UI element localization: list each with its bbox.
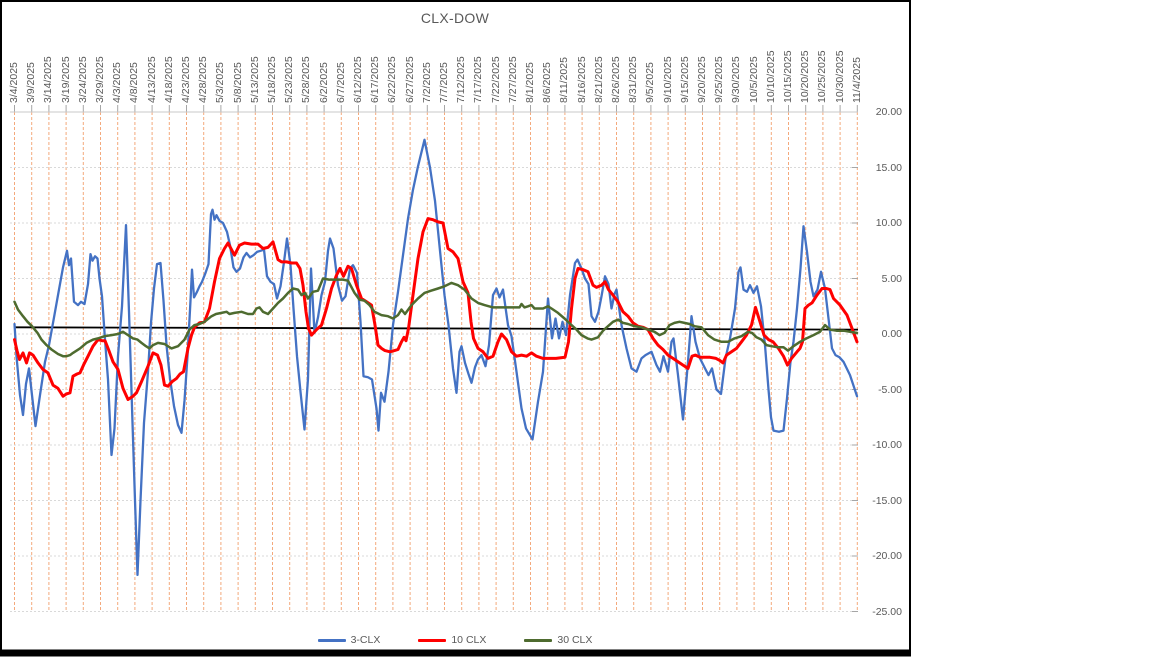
y-axis-label: 10.00 [875, 217, 902, 229]
x-axis-label: 3/4/2025 [8, 62, 20, 103]
x-axis-label: 5/23/2025 [283, 56, 296, 103]
x-axis-label: 6/7/2025 [334, 62, 347, 103]
x-axis-label: 6/2/2025 [317, 62, 330, 103]
x-axis-label: 5/18/2025 [266, 56, 278, 103]
x-axis-label: 4/23/2025 [180, 56, 192, 103]
x-axis-label: 10/15/2025 [782, 50, 794, 103]
x-axis-label: 5/8/2025 [231, 62, 244, 103]
x-axis-label: 5/28/2025 [300, 56, 313, 103]
x-axis-label: 8/26/2025 [610, 56, 622, 103]
y-axis-label: -15.00 [872, 494, 902, 507]
legend-label-3clx: 3-CLX [350, 634, 381, 646]
x-axis-label: 8/1/2025 [524, 62, 536, 103]
x-axis-label: 9/20/2025 [696, 56, 708, 103]
legend-label-10clx: 10 CLX [451, 634, 487, 646]
x-axis-label: 7/7/2025 [438, 62, 450, 103]
x-axis-label: 6/27/2025 [403, 56, 416, 103]
y-axis-label: 15.00 [875, 161, 902, 174]
x-axis-label: 8/31/2025 [627, 56, 640, 103]
x-axis-label: 7/27/2025 [506, 56, 519, 103]
x-axis-label: 6/12/2025 [352, 56, 364, 103]
chart-legend: 3-CLX 10 CLX 30 CLX [0, 631, 910, 649]
x-axis-label: 7/2/2025 [420, 62, 433, 103]
x-axis-label: 4/8/2025 [128, 62, 141, 103]
x-axis-label: 11/4/2025 [850, 57, 863, 103]
legend-label-30clx: 30 CLX [557, 634, 593, 646]
x-axis-label: 8/11/2025 [558, 57, 571, 103]
legend-swatch-10clx-icon [418, 638, 447, 642]
x-axis-label: 8/16/2025 [575, 56, 588, 103]
x-axis-label: 3/24/2025 [76, 56, 89, 103]
x-axis-label: 4/18/2025 [162, 56, 175, 103]
y-axis-label: -5.00 [878, 383, 902, 396]
x-axis-label: 5/3/2025 [214, 62, 227, 103]
reference-line [14, 326, 859, 331]
x-axis-label: 4/3/2025 [111, 62, 124, 103]
y-axis-label: -10.00 [872, 439, 902, 451]
y-axis-label: -25.00 [872, 605, 902, 618]
x-axis-label: 3/19/2025 [59, 56, 72, 103]
x-axis-label: 6/17/2025 [369, 56, 382, 103]
legend-item-10clx: 10 CLX [418, 633, 486, 647]
x-axis-label: 3/29/2025 [94, 56, 106, 103]
legend-swatch-30clx-icon [524, 638, 553, 642]
chart-title: CLX-DOW [420, 10, 490, 26]
x-axis-label: 9/30/2025 [730, 56, 743, 103]
y-axis-label: 0.00 [881, 328, 902, 340]
x-axis-label: 10/25/2025 [816, 50, 829, 103]
series-line-10clx [13, 217, 859, 401]
x-axis-label: 9/5/2025 [644, 62, 657, 103]
y-axis-label: 5.00 [881, 272, 902, 285]
y-axis-label: -20.00 [872, 550, 902, 562]
legend-item-30clx: 30 CLX [524, 633, 592, 647]
x-axis-label: 7/22/2025 [489, 56, 502, 103]
x-axis-label: 5/13/2025 [248, 56, 261, 103]
x-axis-label: 10/30/2025 [833, 50, 846, 103]
x-axis-label: 10/5/2025 [747, 56, 760, 103]
x-axis-label: 7/17/2025 [472, 56, 485, 103]
series-line-3clx [13, 138, 859, 577]
x-axis-label: 8/6/2025 [541, 62, 554, 103]
x-axis-label: 10/20/2025 [799, 50, 812, 103]
series-line-30clx [13, 277, 859, 358]
x-axis-label: 8/21/2025 [592, 56, 605, 103]
x-axis-label: 9/15/2025 [678, 56, 691, 103]
x-axis-label: 10/10/2025 [764, 50, 777, 103]
x-axis-label: 3/14/2025 [42, 56, 55, 103]
x-axis-label: 4/28/2025 [197, 56, 210, 103]
x-axis-label: 9/10/2025 [661, 56, 674, 103]
legend-item-3clx: 3-CLX [317, 633, 381, 647]
x-axis-label: 6/22/2025 [386, 56, 399, 103]
x-axis-label: 9/25/2025 [713, 56, 726, 103]
legend-swatch-3clx-icon [317, 638, 346, 642]
x-axis-label: 4/13/2025 [145, 56, 158, 103]
x-axis-label: 3/9/2025 [25, 62, 38, 103]
y-axis-label: 20.00 [875, 106, 902, 118]
x-axis-label: 7/12/2025 [455, 56, 468, 103]
